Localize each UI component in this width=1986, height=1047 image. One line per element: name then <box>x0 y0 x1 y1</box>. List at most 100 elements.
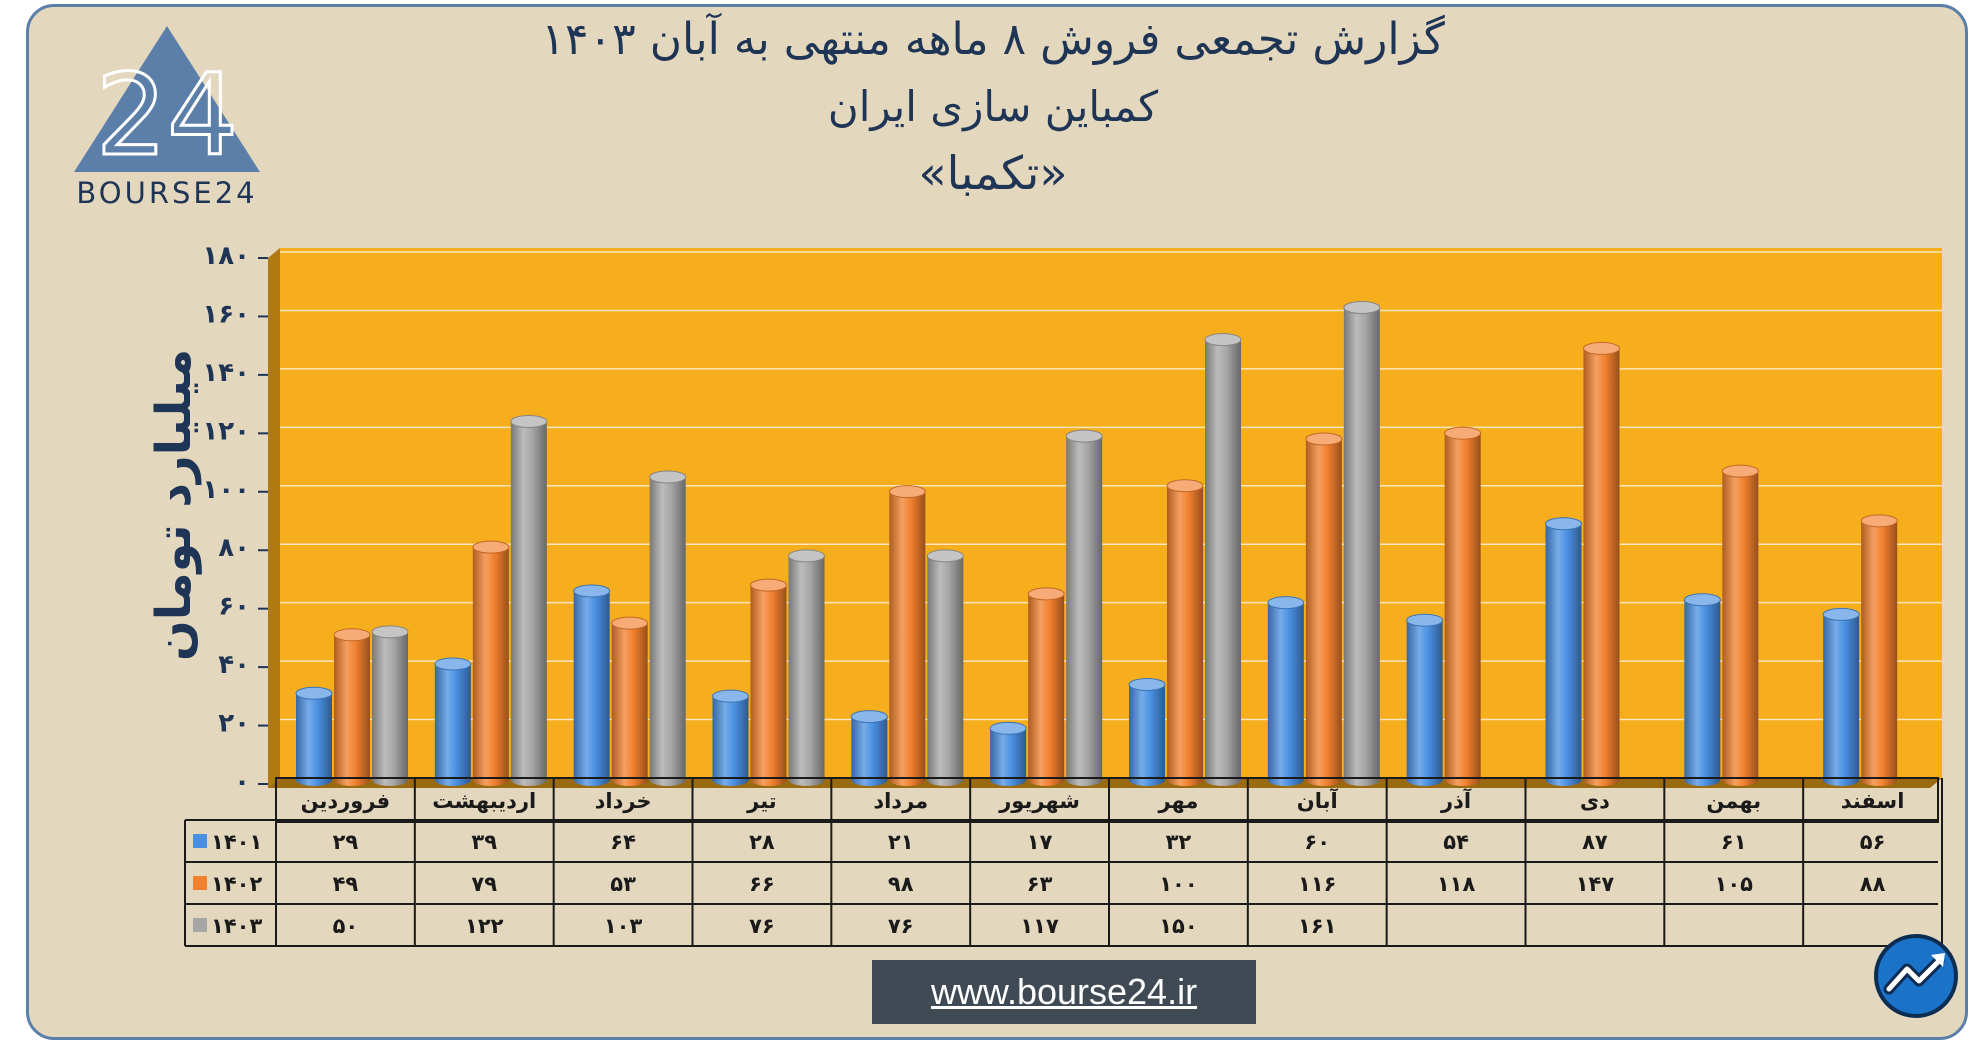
website-link[interactable]: www.bourse24.ir <box>930 971 1198 1012</box>
logo-text: BOURSE24 <box>76 176 258 210</box>
bar <box>1167 485 1203 786</box>
data-label: ۱۲۲ <box>465 914 504 938</box>
data-label: ۱۰۳ <box>604 914 643 938</box>
bar <box>1205 339 1241 786</box>
legend-series-name: ۱۴۰۱ <box>211 830 262 854</box>
legend-swatch <box>193 918 207 932</box>
data-label: ۲۸ <box>749 830 775 854</box>
x-category-label: خرداد <box>595 789 652 813</box>
data-label: ۳۲ <box>1166 830 1192 854</box>
bar <box>889 491 926 786</box>
bar <box>750 585 787 786</box>
y-tick-label: ۶۰ <box>218 592 250 622</box>
trend-arrow-icon <box>1874 934 1958 1018</box>
bar <box>1305 439 1342 786</box>
legend-swatch <box>193 834 207 848</box>
bar-top <box>472 540 510 554</box>
bar <box>1722 471 1759 786</box>
bar-top <box>1343 301 1381 315</box>
data-label: ۷۶ <box>888 914 914 938</box>
x-category-label: مرداد <box>873 789 928 813</box>
bar-top <box>1721 464 1759 478</box>
data-label: ۳۹ <box>471 830 497 854</box>
bar-top <box>1860 514 1898 528</box>
data-label: ۱۱۷ <box>1020 914 1059 938</box>
plot-side-wall <box>268 248 280 788</box>
bar <box>927 555 964 786</box>
data-label: ۱۰۰ <box>1159 872 1197 896</box>
data-label: ۱۰۵ <box>1715 872 1754 896</box>
data-label: ۶۰ <box>1304 830 1330 854</box>
x-category-label: اسفند <box>1841 789 1905 813</box>
data-label: ۶۴ <box>610 830 636 854</box>
data-label: ۶۱ <box>1721 830 1747 854</box>
bar-top <box>712 689 749 703</box>
chart-symbol: «تکمبا» <box>918 146 1068 200</box>
bar-top <box>1683 593 1721 607</box>
bar <box>1406 620 1443 786</box>
data-label: ۲۱ <box>888 830 914 854</box>
chart-title: گزارش تجمعی فروش ۸ ماهه منتهی به آبان ۱۴… <box>541 14 1445 65</box>
bar-top <box>510 414 548 428</box>
data-label: ۱۱۸ <box>1437 872 1476 896</box>
data-label: ۵۶ <box>1860 830 1886 854</box>
data-label: ۱۱۶ <box>1298 872 1336 896</box>
website-banner: www.bourse24.ir <box>872 960 1256 1024</box>
legend-series-name: ۱۴۰۲ <box>211 872 262 896</box>
bar-top <box>1545 517 1582 531</box>
data-label: ۷۶ <box>749 914 775 938</box>
x-category-label: اردیبهشت <box>432 789 536 813</box>
bar <box>334 634 370 786</box>
bar <box>472 547 509 786</box>
bar <box>649 477 686 786</box>
bar-top <box>1027 587 1065 601</box>
bar <box>296 693 332 786</box>
y-tick-label: ۱۲۰ <box>202 416 250 446</box>
bar-top <box>850 710 888 724</box>
bar <box>1066 436 1103 786</box>
y-tick-label: ۱۸۰ <box>202 241 250 271</box>
y-tick-label: ۲۰ <box>218 709 250 739</box>
bar <box>712 696 749 786</box>
bar <box>1343 307 1380 786</box>
x-category-label: آبان <box>1297 788 1339 813</box>
bar <box>573 590 610 786</box>
bar <box>788 555 825 786</box>
data-label: ۱۶۱ <box>1298 914 1336 938</box>
x-category-label: آذر <box>1440 788 1472 813</box>
legend-series-name: ۱۴۰۳ <box>211 914 262 938</box>
data-label: ۱۷ <box>1027 830 1053 854</box>
y-tick-label: ۰ <box>234 767 250 797</box>
data-label: ۵۳ <box>610 872 636 896</box>
y-tick-label: ۴۰ <box>218 650 250 680</box>
bar-top <box>788 549 825 563</box>
data-label: ۹۸ <box>888 872 914 896</box>
chart-subtitle: کمباین سازی ایران <box>827 82 1159 131</box>
bar-top <box>1204 333 1242 347</box>
bar-top <box>1583 341 1620 355</box>
bar-top <box>371 625 409 639</box>
y-tick-label: ۸۰ <box>218 533 250 563</box>
data-label: ۸۷ <box>1582 830 1608 854</box>
bar-top <box>333 628 371 642</box>
data-label: ۸۸ <box>1860 872 1886 896</box>
x-category-label: دی <box>1580 789 1610 813</box>
bar-top <box>649 470 687 484</box>
x-category-label: شهریور <box>998 789 1080 813</box>
bar <box>510 421 547 786</box>
bar-top <box>573 584 611 598</box>
triangle-logo-icon: 24 <box>74 26 260 183</box>
data-label: ۴۹ <box>333 872 359 896</box>
data-label: ۶۳ <box>1027 872 1053 896</box>
bar-top <box>434 657 472 671</box>
bar <box>1545 523 1582 786</box>
bar-top <box>1267 596 1305 610</box>
bar-top <box>1166 479 1204 493</box>
bar-top <box>1444 426 1482 440</box>
bar <box>1444 433 1481 786</box>
bar <box>1861 520 1898 786</box>
bar-top <box>611 616 649 630</box>
data-label: ۵۴ <box>1443 830 1469 854</box>
bar-top <box>1822 607 1860 621</box>
